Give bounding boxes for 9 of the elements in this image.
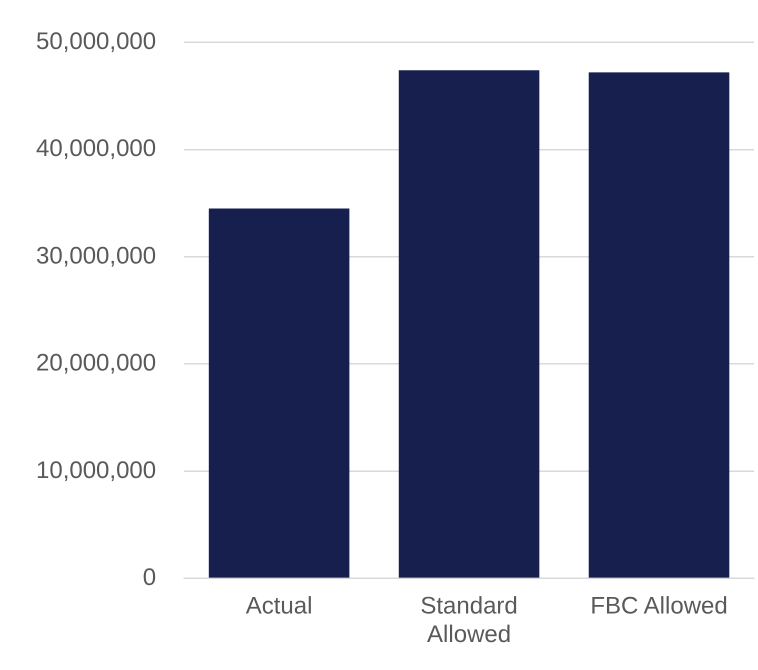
x-tick-label: Standard Allowed <box>420 592 518 648</box>
x-tick-label: FBC Allowed <box>590 592 728 620</box>
y-tick-label: 50,000,000 <box>36 28 156 56</box>
x-tick-label: Actual <box>246 592 312 620</box>
y-tick-label: 0 <box>142 564 156 592</box>
y-tick-label: 20,000,000 <box>36 350 156 377</box>
y-tick-label: 10,000,000 <box>36 456 156 484</box>
y-tick-label: 40,000,000 <box>36 135 156 162</box>
y-tick-label: 30,000,000 <box>36 242 156 270</box>
